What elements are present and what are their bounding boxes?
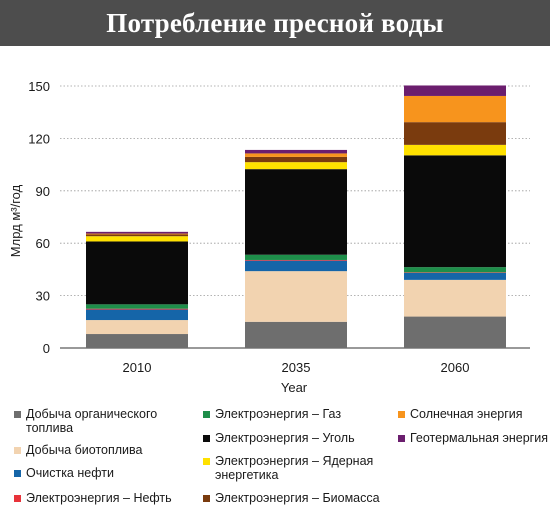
legend-item: Солнечная энергия [398,407,548,421]
legend-swatch [14,411,21,418]
bar-segment [86,309,188,321]
bar-segment [86,231,188,234]
bar-segment [86,233,188,235]
legend-label: Добыча органического топлива [26,407,158,435]
legend-label: Электроэнергия – Газ [215,407,342,421]
y-tick-label: 90 [36,184,50,199]
legend-item: Электроэнергия – Уголь [203,431,393,445]
bar-segment [404,316,506,348]
legend-item: Добыча биотоплива [14,443,200,457]
bars [86,85,506,348]
bar-segment [245,254,347,260]
legend-swatch [398,411,405,418]
legend-item: Геотермальная энергия [398,431,548,445]
legend-swatch [398,435,405,442]
bar-segment [404,279,506,317]
legend-swatch [14,495,21,502]
x-axis-label: Year [281,380,308,395]
legend-swatch [203,458,210,465]
bar-segment [404,267,506,273]
legend: Добыча органического топлива Добыча биото… [0,400,550,521]
bar-segment [404,272,506,280]
y-tick-labels: 0 30 60 90 120 150 [28,79,50,356]
legend-label: Геотермальная энергия [410,431,548,445]
bar-segment [404,85,506,96]
bar-segment [245,153,347,157]
legend-item: Электроэнергия – Биомасса [203,491,393,505]
legend-label: Очистка нефти [26,466,114,480]
legend-item: Электроэнергия – Газ [203,407,393,421]
legend-label: Электроэнергия – Уголь [215,431,355,445]
legend-swatch [203,435,210,442]
x-tick-labels: 2010 2035 2060 [123,360,470,375]
legend-label: Добыча биотоплива [26,443,143,457]
y-tick-label: 120 [28,131,50,146]
bar-segment [86,308,188,310]
bar-segment [245,162,347,170]
stacked-bar-chart: 0 30 60 90 120 150 2010 2035 2060 Млрд м³/год Y… [8,79,530,395]
bar-segment [245,149,347,154]
bar-segment [245,321,347,348]
bar-segment [86,334,188,348]
legend-label: Электроэнергия – Ядерная энергетика [215,454,374,482]
legend-item: Очистка нефти [14,466,200,480]
legend-swatch [203,411,210,418]
bar-segment [86,304,188,309]
y-tick-label: 30 [36,289,50,304]
page-title: Потребление пресной воды [106,7,444,38]
legend-item: Добыча органического топлива [14,407,200,435]
bar-segment [404,95,506,123]
x-tick-label: 2060 [441,360,470,375]
legend-label: Электроэнергия – Нефть [26,491,172,505]
legend-item: Электроэнергия – Нефть [14,491,200,505]
legend-label: Электроэнергия – Биомасса [215,491,380,505]
legend-item: Электроэнергия – Ядерная энергетика [203,454,393,482]
x-tick-label: 2035 [282,360,311,375]
bar-segment [404,144,506,156]
bar-segment [86,320,188,335]
bar-segment [245,259,347,261]
legend-swatch [203,495,210,502]
bar-segment [86,241,188,305]
y-tick-label: 60 [36,236,50,251]
bar-segment [245,156,347,163]
y-tick-label: 0 [43,341,50,356]
y-axis-label: Млрд м³/год [8,184,23,257]
legend-swatch [14,447,21,454]
bar-segment [404,155,506,268]
bar-segment [245,260,347,272]
bar-segment [245,169,347,255]
title-bar: Потребление пресной воды [0,0,550,46]
bar-segment [86,234,188,237]
bar-segment [404,272,506,273]
bar-segment [245,271,347,322]
legend-label: Солнечная энергия [410,407,523,421]
y-tick-label: 150 [28,79,50,94]
legend-swatch [14,470,21,477]
bar-segment [404,122,506,145]
bar-segment [86,236,188,242]
x-tick-label: 2010 [123,360,152,375]
